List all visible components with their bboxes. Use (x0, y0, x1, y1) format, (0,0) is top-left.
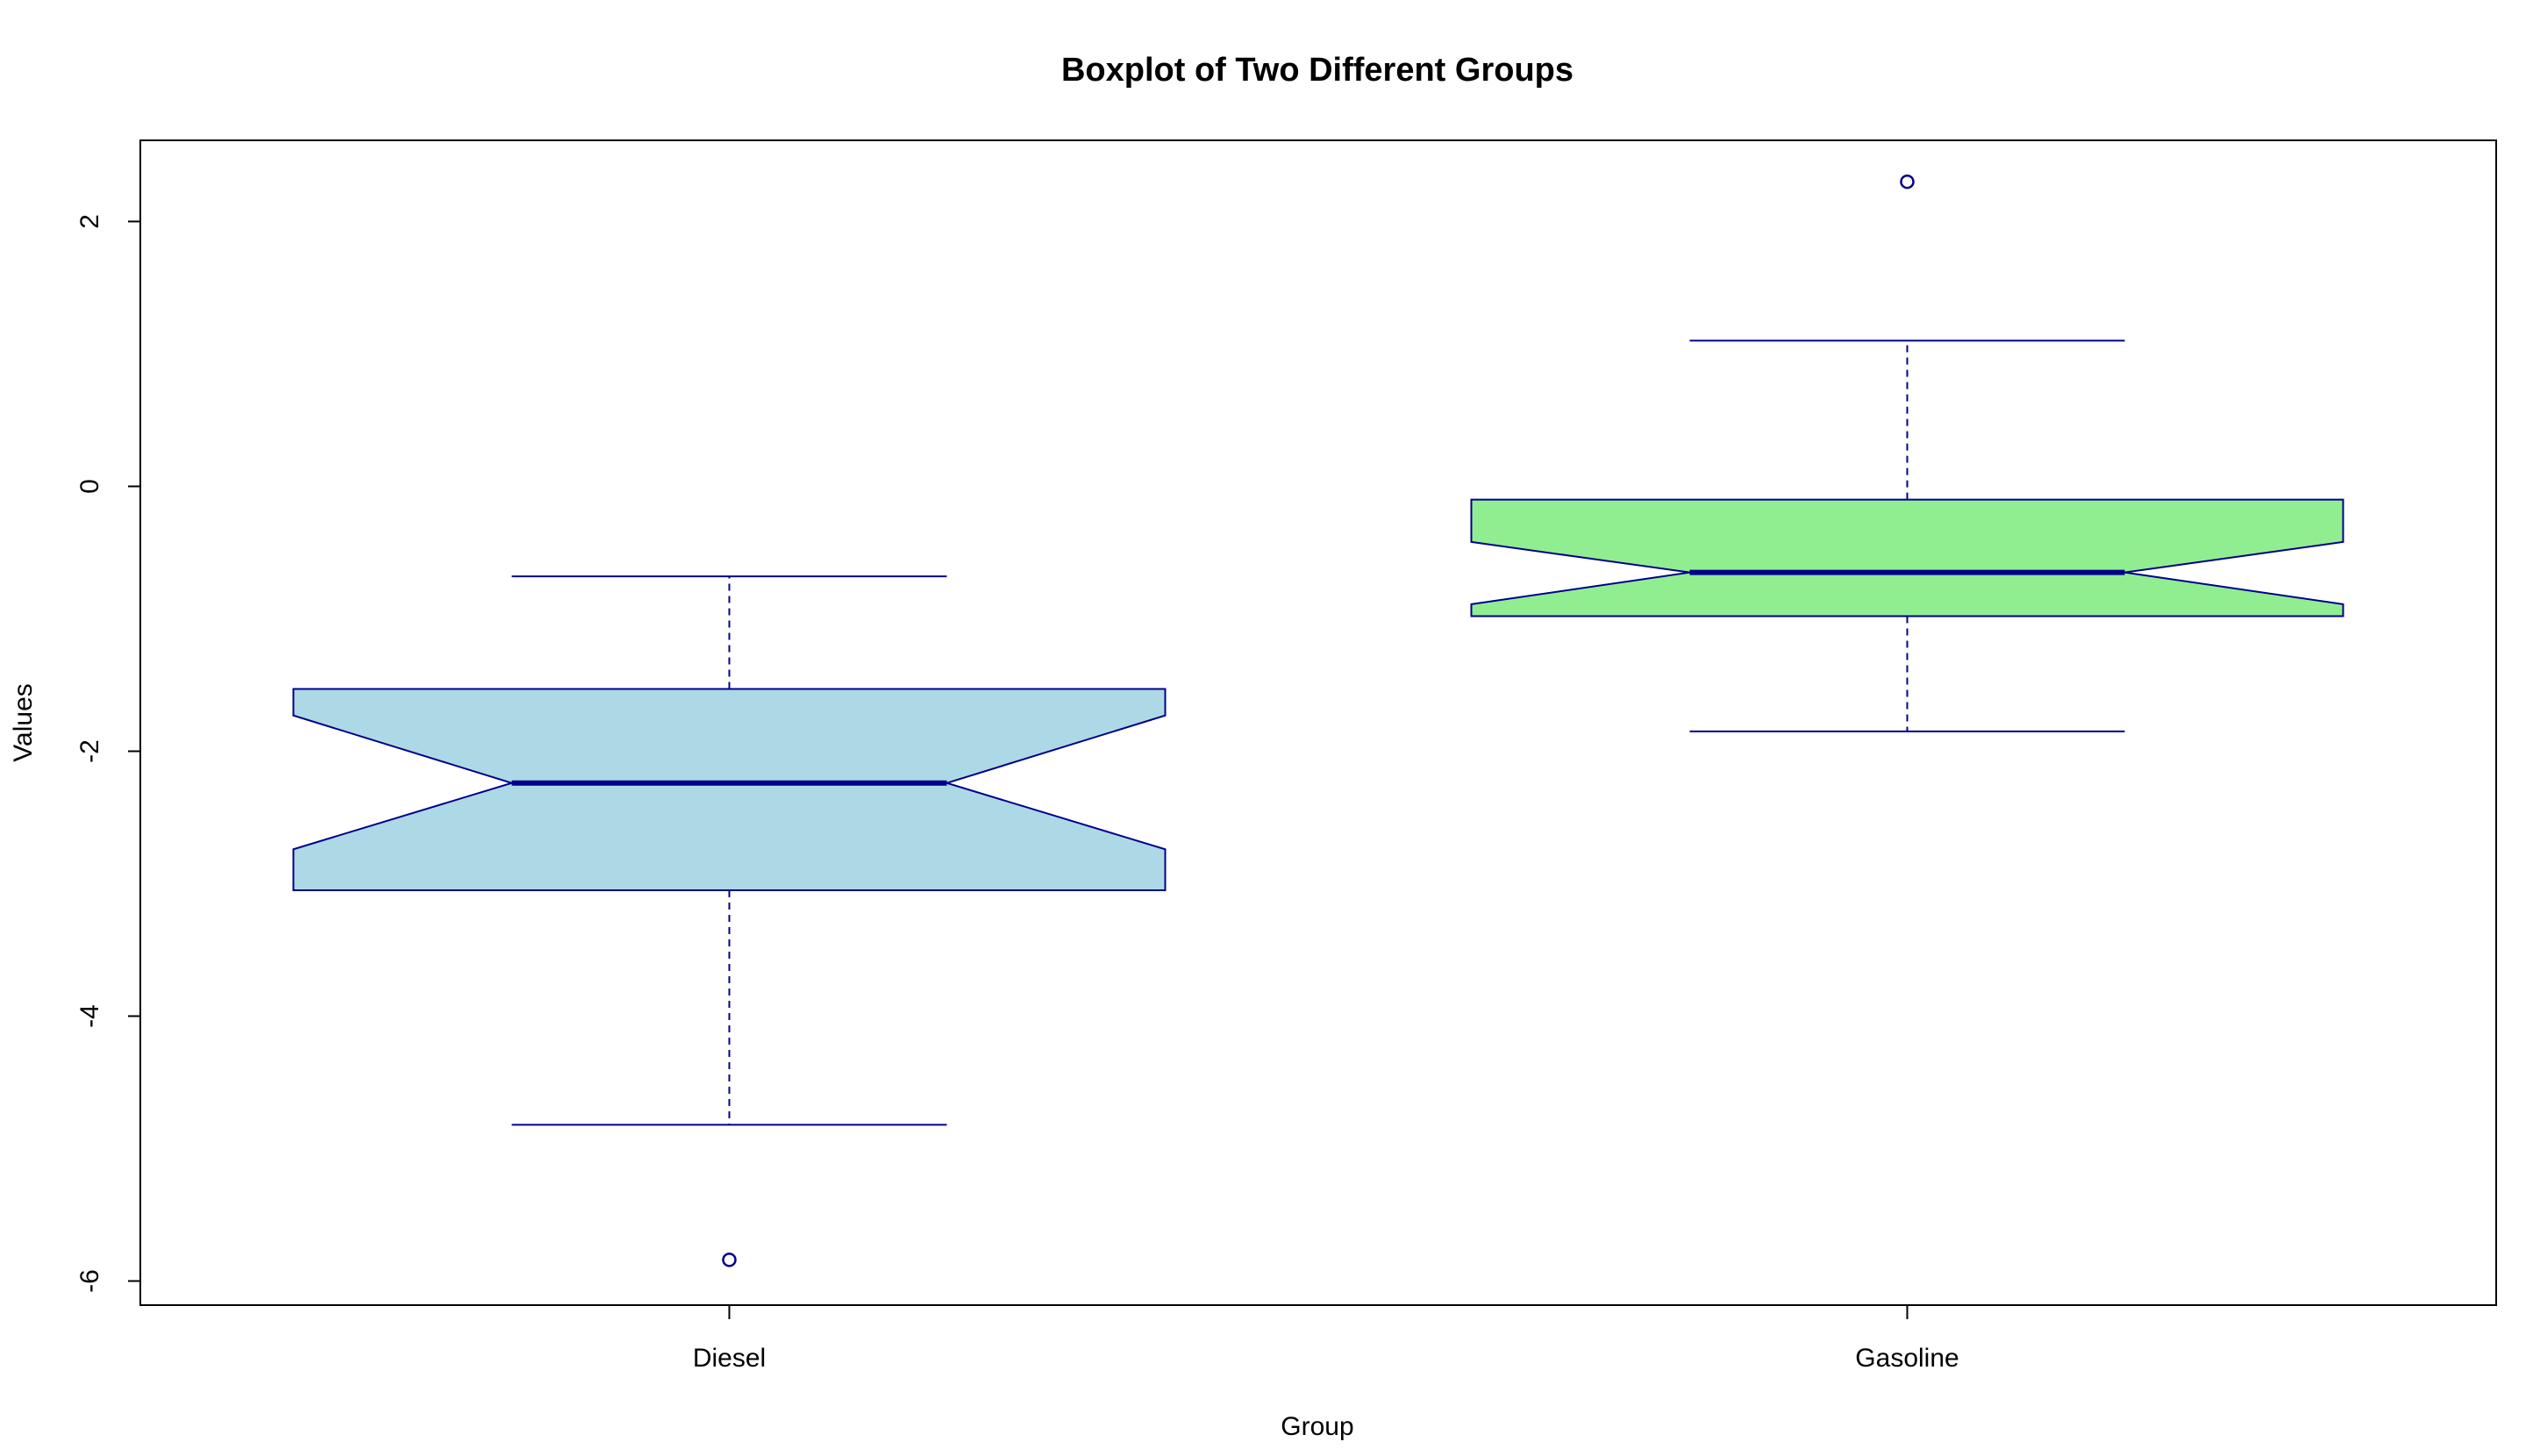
y-tick-label: -4 (75, 1004, 104, 1028)
x-tick-label: Diesel (693, 1344, 766, 1373)
outlier-point (722, 1253, 737, 1267)
y-tick-label: -6 (75, 1269, 104, 1293)
x-tick-label: Gasoline (1855, 1344, 1959, 1373)
outlier-point (1900, 174, 1915, 189)
y-tick-label: 0 (75, 479, 104, 494)
x-axis-label: Group (1281, 1412, 1353, 1441)
x-axis: Diesel Gasoline (693, 1305, 1959, 1373)
notched-box (292, 688, 1167, 892)
y-axis: -6 -4 -2 0 2 (75, 214, 141, 1293)
boxes-layer (292, 174, 2344, 1267)
notched-box (1470, 498, 2344, 617)
y-axis-label: Values (9, 683, 38, 762)
chart-title: Boxplot of Two Different Groups (1061, 52, 1573, 89)
y-tick-label: 2 (75, 214, 104, 229)
y-tick-label: -2 (75, 739, 104, 763)
